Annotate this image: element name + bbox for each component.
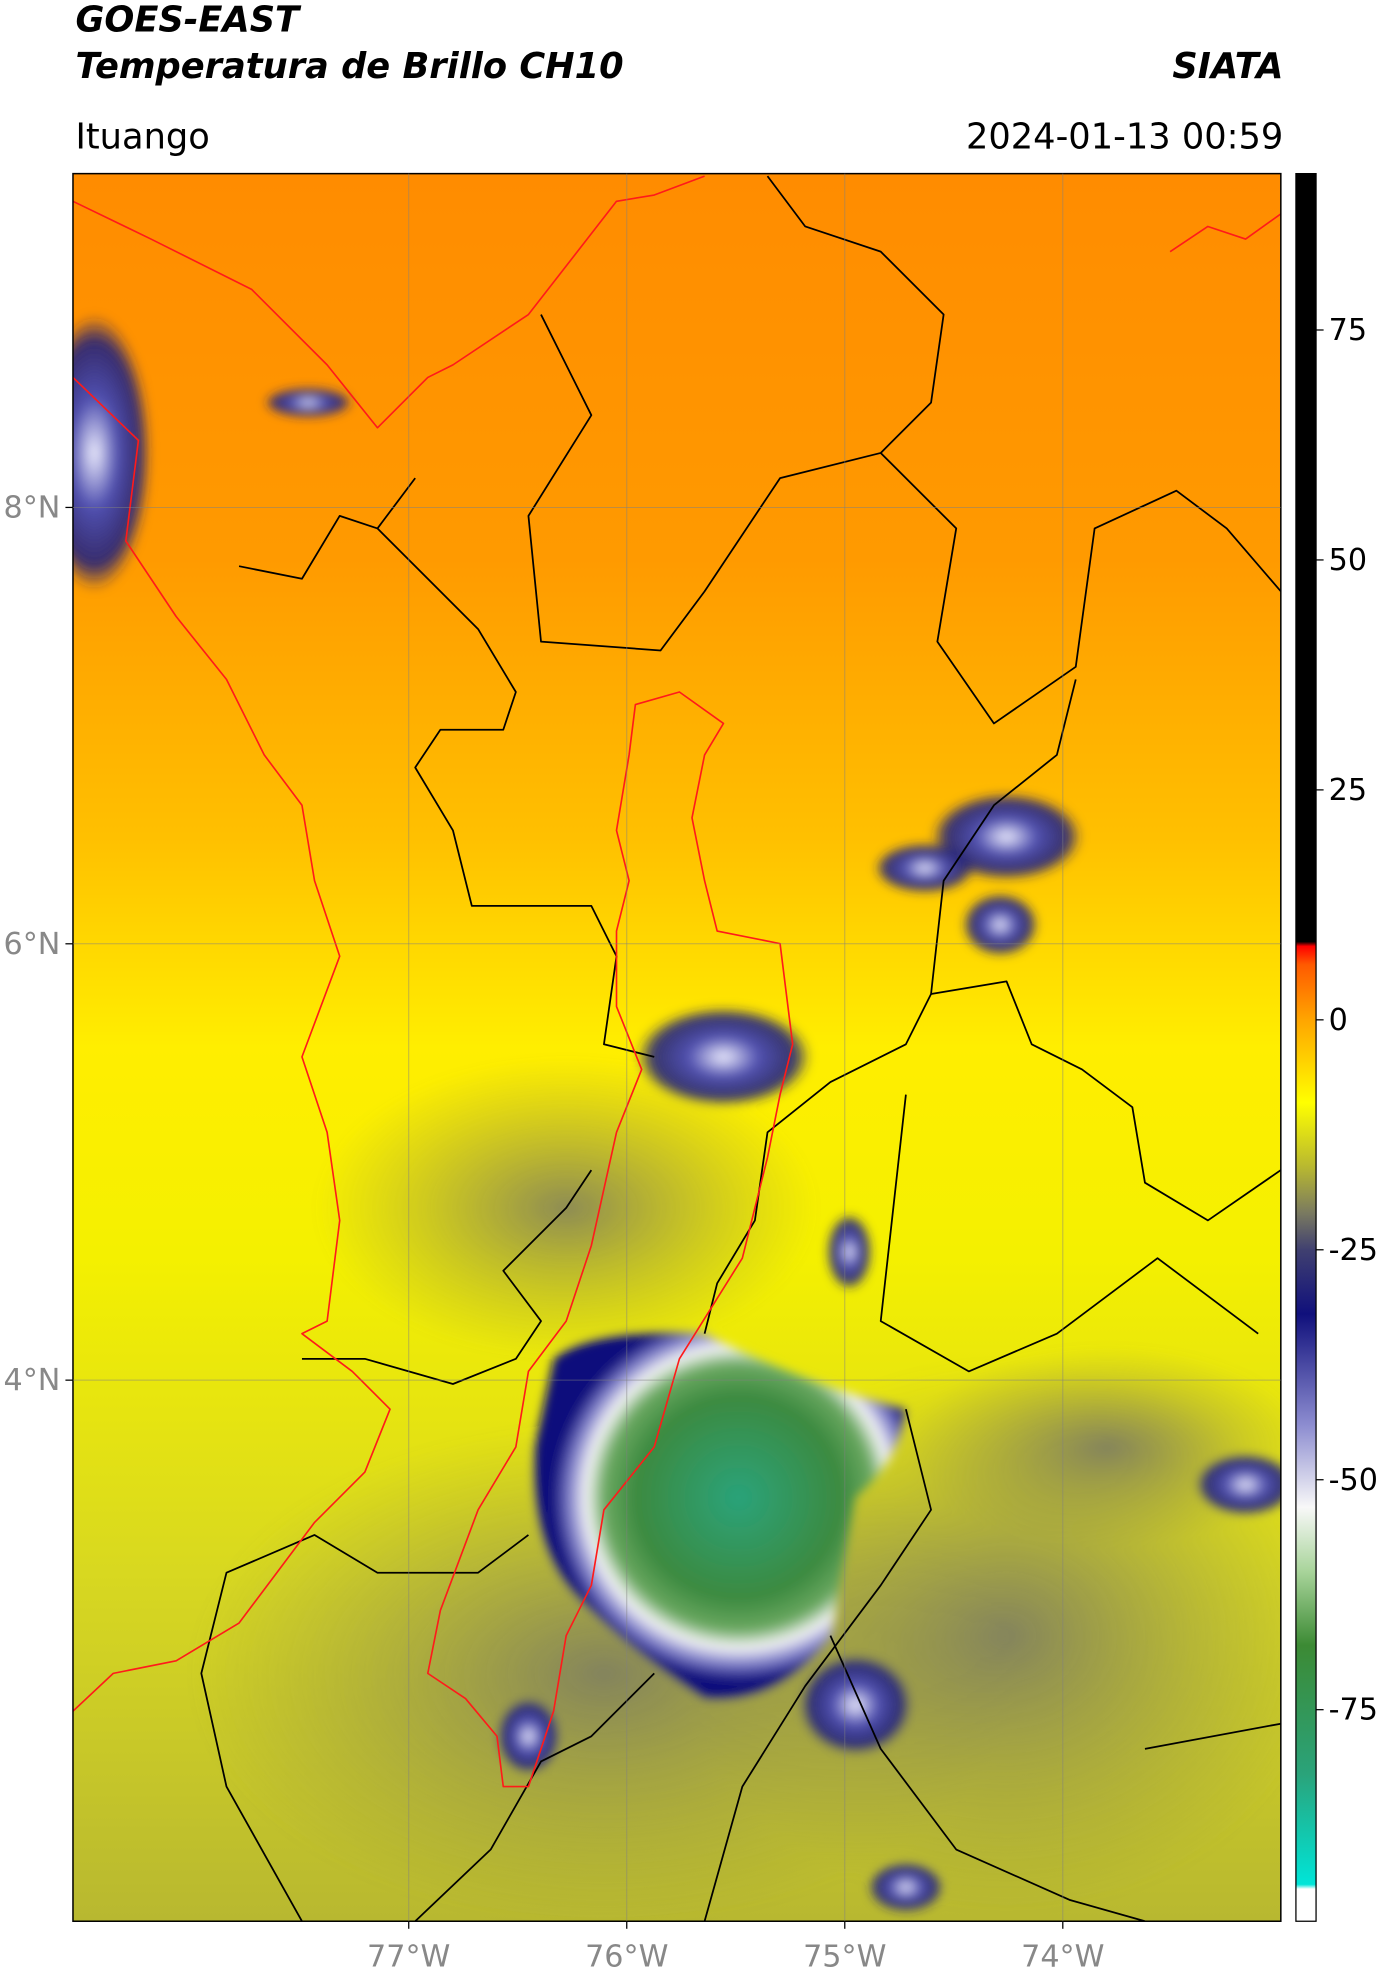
colorbar-tick-label: 0: [1329, 1003, 1348, 1038]
x-tick-label: 77°W: [367, 1940, 450, 1975]
colorbar-axis: -75 -50 -25 0 25 50 75: [1316, 313, 1378, 1728]
y-tick-label: 6°N: [4, 927, 61, 962]
boundaries: [72, 175, 1281, 1922]
brand: SIATA: [1172, 46, 1283, 87]
map-axes: 77°W 76°W 75°W 74°W 8°N 6°N 4°N: [4, 173, 1281, 1975]
cloud-field: [72, 314, 1281, 1922]
colorbar-tick-label: -25: [1329, 1233, 1378, 1268]
map-frame: [72, 172, 1282, 1922]
y-tick-label: 8°N: [4, 491, 61, 526]
y-tick-label: 4°N: [4, 1363, 61, 1398]
x-tick-label: 76°W: [585, 1940, 668, 1975]
location: Ituango: [75, 116, 209, 157]
x-tick-label: 75°W: [803, 1940, 886, 1975]
x-tick-label: 74°W: [1021, 1940, 1104, 1975]
timestamp: 2024-01-13 00:59: [966, 116, 1283, 157]
colorbar-tick-label: 50: [1329, 543, 1367, 578]
map-image: [72, 173, 1281, 1922]
title: GOES-EAST: [75, 0, 302, 40]
subtitle: Temperatura de Brillo CH10: [75, 46, 623, 87]
colorbar-tick-label: 75: [1329, 313, 1367, 348]
colorbar-tick-label: -50: [1329, 1463, 1378, 1498]
colorbar-tick-label: 25: [1329, 773, 1367, 808]
colorbar: [1295, 172, 1317, 1922]
colorbar-tick-label: -75: [1329, 1693, 1378, 1728]
